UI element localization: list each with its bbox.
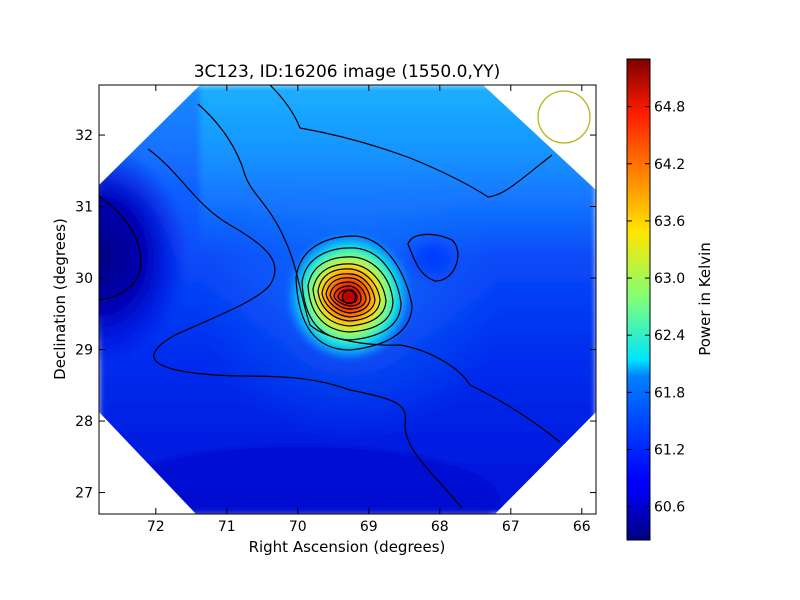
beam-circle — [537, 90, 591, 144]
x-tick-label: 71 — [218, 519, 236, 535]
y-tick-label: 30 — [75, 271, 93, 287]
colorbar-tick-label: 63.0 — [654, 271, 685, 287]
contour-lines — [99, 85, 561, 509]
colorbar — [626, 58, 651, 541]
x-tick-label: 67 — [502, 519, 520, 535]
colorbar-tick-label: 61.8 — [654, 385, 685, 401]
chart-title: 3C123, ID:16206 image (1550.0,YY) — [194, 62, 501, 82]
colorbar-tick-label: 62.4 — [654, 328, 685, 344]
x-tick-label: 68 — [431, 519, 449, 535]
y-tick-label: 29 — [75, 343, 93, 359]
x-axis-label: Right Ascension (degrees) — [249, 538, 446, 556]
colorbar-tick-label: 64.8 — [654, 100, 685, 116]
heatmap-image — [99, 85, 596, 514]
colorbar-label: Power in Kelvin — [696, 242, 714, 356]
colorbar-tick-label: 63.6 — [654, 214, 685, 230]
y-tick-label: 32 — [75, 128, 93, 144]
colorbar-tick-label: 61.2 — [654, 443, 685, 459]
plot-frame — [98, 84, 597, 515]
y-tick-label: 28 — [75, 414, 93, 430]
y-axis-label: Declination (degrees) — [51, 218, 69, 380]
x-tick-label: 66 — [573, 519, 591, 535]
x-axis: 72 71 70 69 68 67 66 — [147, 85, 591, 535]
y-axis: 27 28 29 30 31 32 — [75, 128, 596, 502]
colorbar-tick-label: 60.6 — [654, 500, 685, 516]
colorbar-tick-label: 64.2 — [654, 157, 685, 173]
x-tick-label: 72 — [147, 519, 165, 535]
x-tick-label: 69 — [360, 519, 378, 535]
y-tick-label: 27 — [75, 486, 93, 502]
colorbar-ticks: 60.6 61.2 61.8 62.4 63.0 63.6 64.2 64.8 — [627, 100, 685, 516]
x-tick-label: 70 — [289, 519, 307, 535]
y-tick-label: 31 — [75, 200, 93, 216]
